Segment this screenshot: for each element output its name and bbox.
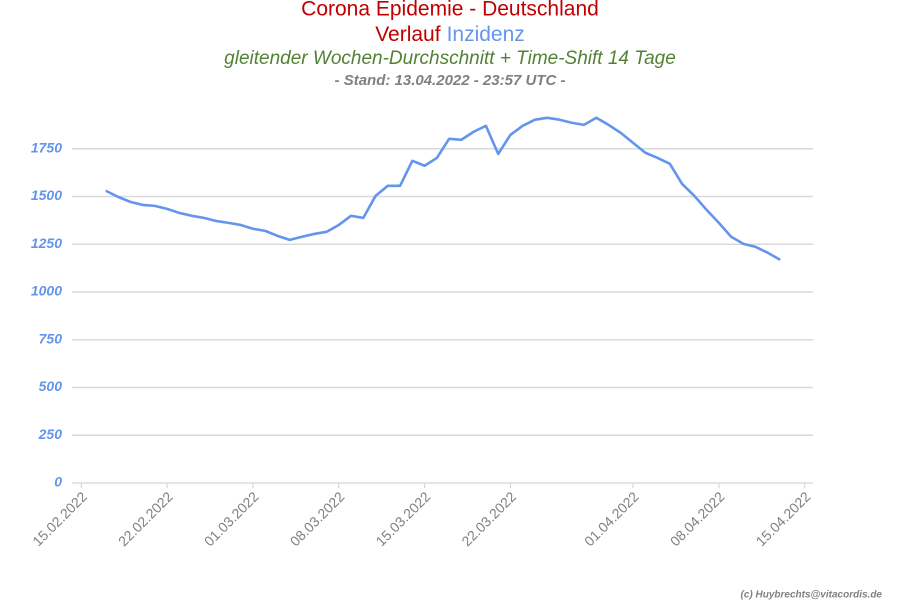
chart-title: Corona Epidemie - Deutschland <box>301 0 599 21</box>
y-tick-label: 1250 <box>31 235 62 251</box>
y-tick-label: 250 <box>38 426 63 442</box>
title-part: Verlauf <box>375 23 441 46</box>
y-tick-label: 1750 <box>31 139 62 155</box>
x-tick-label: 08.03.2022 <box>287 488 348 549</box>
chart-note: - Stand: 13.04.2022 - 23:57 UTC - <box>335 72 566 89</box>
x-tick-label: 22.03.2022 <box>458 488 519 549</box>
y-tick-label: 1000 <box>31 283 62 299</box>
y-tick-label: 750 <box>39 330 63 346</box>
chart-subtitle: gleitender Wochen-Durchschnitt + Time-Sh… <box>224 48 676 69</box>
y-tick-label: 1500 <box>31 187 62 203</box>
y-tick-label: 0 <box>54 474 62 490</box>
chart-title-line: Verlauf Inzidenz <box>375 23 525 46</box>
x-tick-label: 15.02.2022 <box>29 488 90 549</box>
title-part: Inzidenz <box>447 23 525 46</box>
x-tick-label: 22.02.2022 <box>115 488 176 549</box>
x-tick-label: 01.03.2022 <box>201 488 262 549</box>
data-line <box>105 116 781 262</box>
y-tick-label: 500 <box>39 378 63 394</box>
x-tick-label: 01.04.2022 <box>581 488 642 549</box>
x-tick-label: 15.04.2022 <box>753 488 814 549</box>
x-tick-label: 15.03.2022 <box>372 488 433 549</box>
credit: (c) Huybrechts@vitacordis.de <box>741 590 883 600</box>
x-tick-label: 08.04.2022 <box>667 488 728 549</box>
